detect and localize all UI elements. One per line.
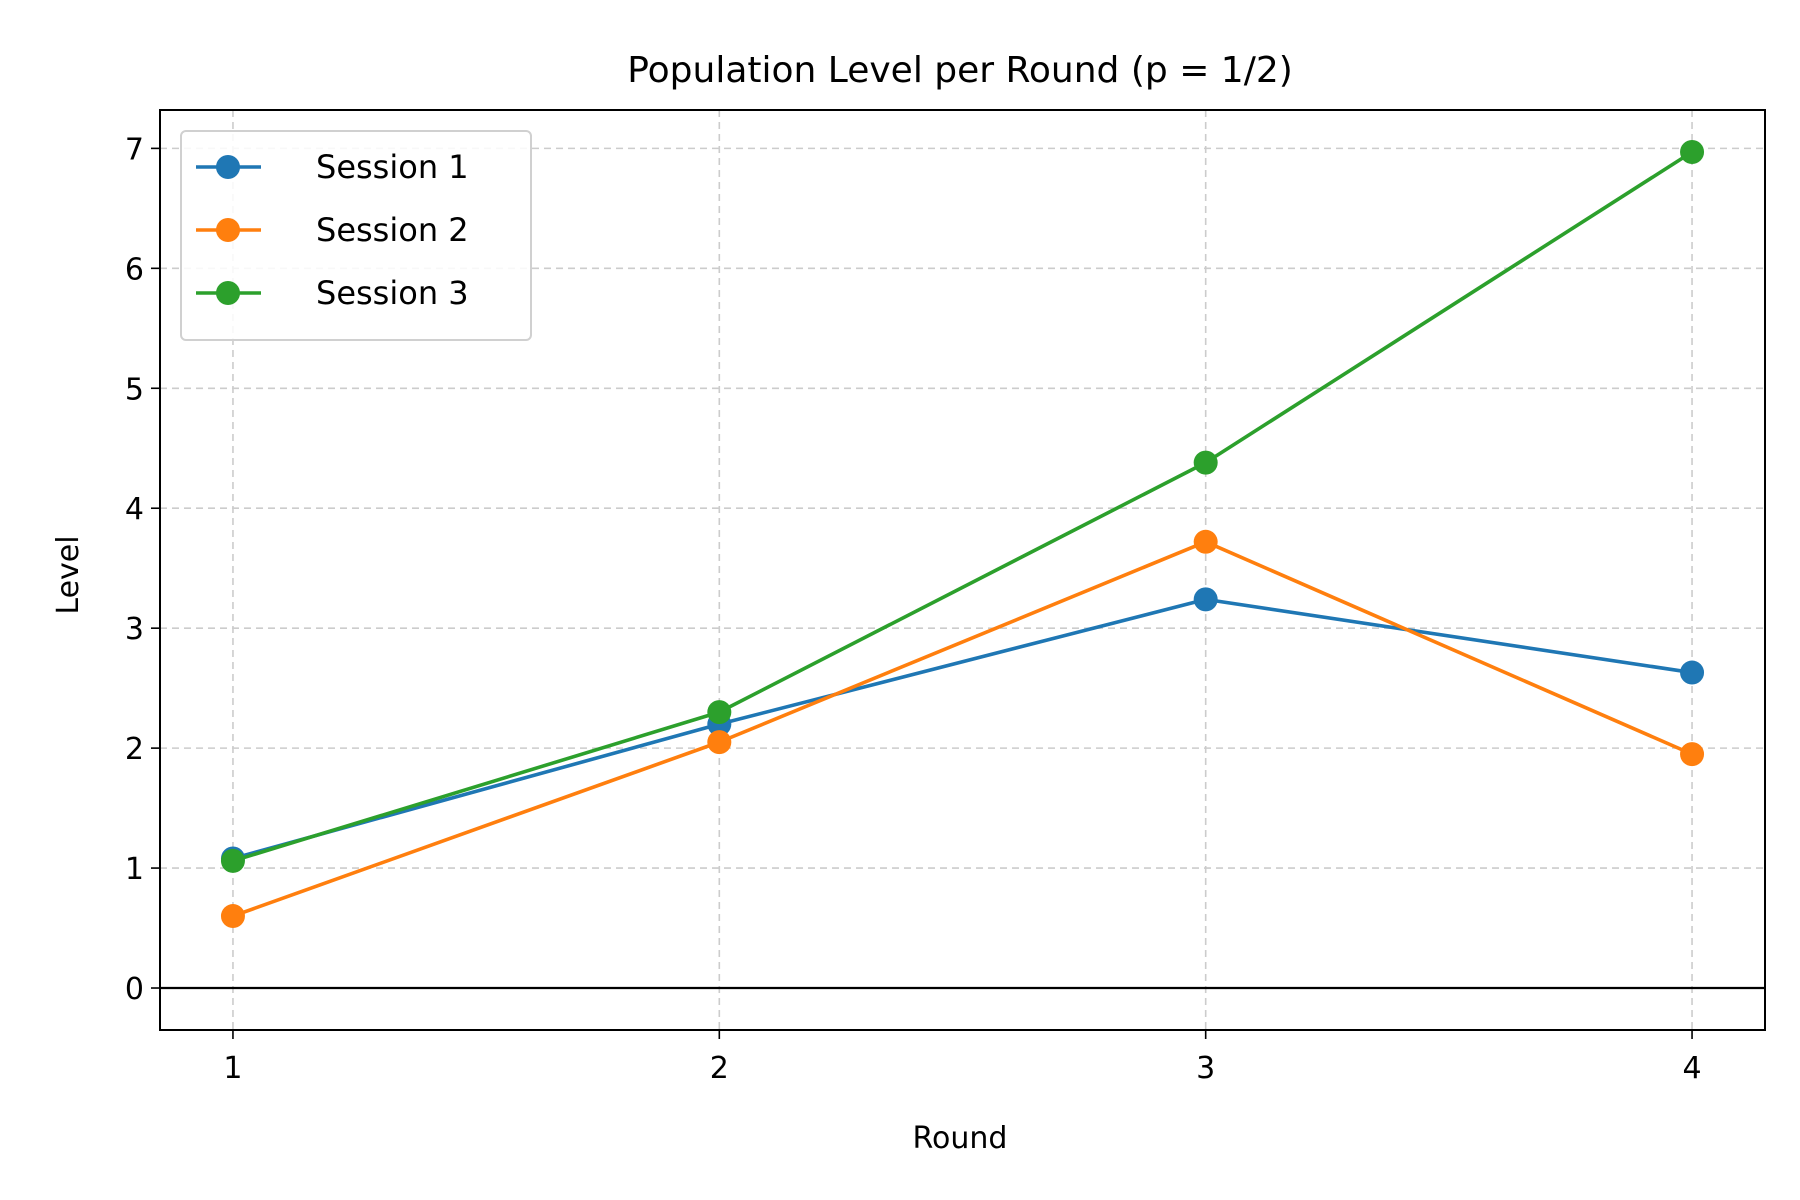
y-tick-label: 1 <box>125 852 144 887</box>
legend-marker <box>216 218 240 242</box>
y-tick-label: 2 <box>125 732 144 767</box>
series-group <box>220 139 1705 929</box>
y-tick-label: 7 <box>125 132 144 167</box>
series-2 <box>220 529 1705 929</box>
legend-entry: Session 3 <box>196 274 469 312</box>
y-axis-label: Level <box>51 535 86 614</box>
data-point <box>1680 742 1705 767</box>
y-tick-label: 0 <box>125 972 144 1007</box>
data-point <box>1193 450 1218 475</box>
legend-marker <box>216 155 240 179</box>
legend-marker <box>216 281 240 305</box>
chart-title: Population Level per Round (p = 1/2) <box>627 50 1293 91</box>
data-point <box>1680 660 1705 685</box>
x-axis-label: Round <box>913 1121 1008 1156</box>
series-line <box>232 150 1694 863</box>
data-point <box>220 904 245 929</box>
legend-label: Session 2 <box>316 211 469 249</box>
data-point <box>220 848 245 873</box>
series-line <box>232 597 1693 861</box>
data-point <box>1193 587 1218 612</box>
x-tick-label: 4 <box>1682 1051 1701 1086</box>
y-tick-label: 5 <box>125 372 144 407</box>
data-point <box>1680 139 1705 164</box>
y-tick-label: 4 <box>125 492 144 527</box>
data-point <box>1193 529 1218 554</box>
x-tick-label: 2 <box>710 1051 729 1086</box>
legend: Session 1 Session 2 Session 3 <box>180 130 532 341</box>
x-tick-label: 1 <box>223 1051 242 1086</box>
series-1 <box>220 587 1705 871</box>
x-axis-ticks: 1 2 3 4 <box>223 1030 1702 1086</box>
plot-area-frame <box>159 109 1766 1031</box>
series-3 <box>220 139 1705 873</box>
data-point <box>707 700 732 725</box>
legend-entry: Session 1 <box>196 148 469 186</box>
series-line <box>232 540 1693 918</box>
y-axis-ticks: 0 1 2 3 4 5 6 7 <box>125 132 160 1007</box>
legend-label: Session 3 <box>316 274 469 312</box>
y-tick-label: 6 <box>125 252 144 287</box>
x-tick-label: 3 <box>1196 1051 1215 1086</box>
y-tick-label: 3 <box>125 612 144 647</box>
legend-box <box>180 130 532 341</box>
legend-label: Session 1 <box>316 148 469 186</box>
legend-entry: Session 2 <box>196 211 469 249</box>
data-point <box>707 730 732 755</box>
